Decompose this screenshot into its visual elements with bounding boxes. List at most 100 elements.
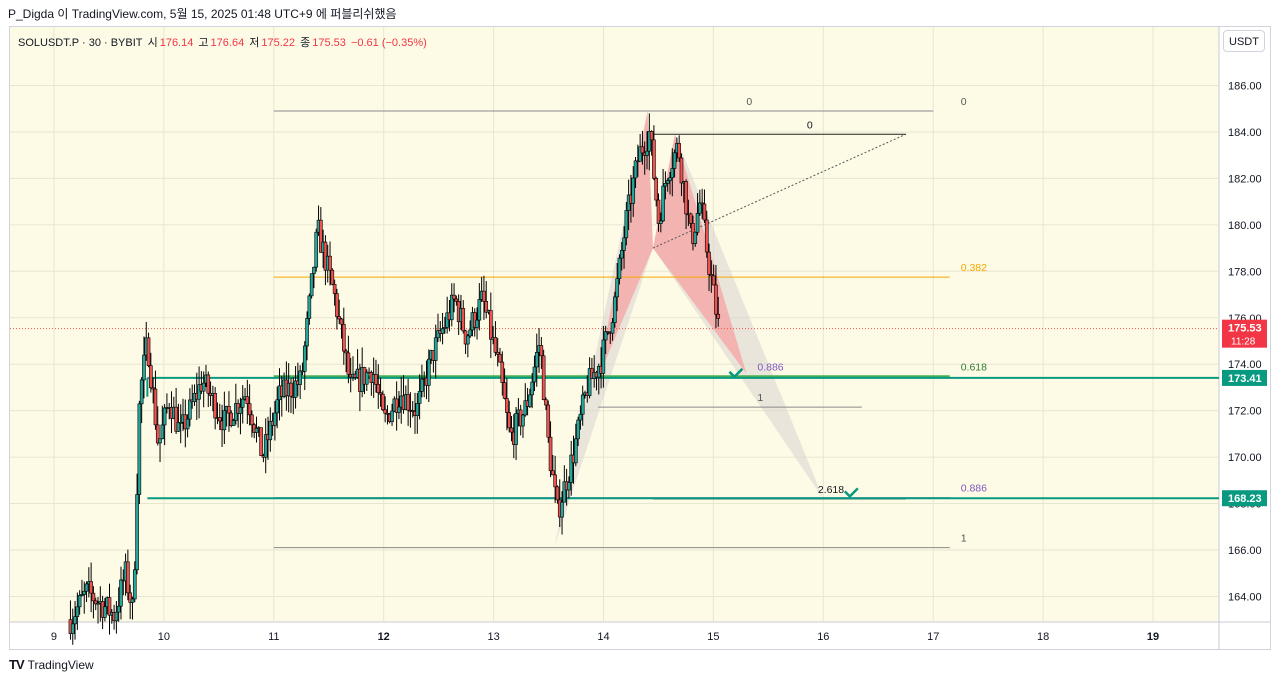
candle-body (77, 595, 82, 608)
checkmark-icon (843, 487, 859, 499)
candle-body (622, 237, 626, 251)
x-tick-label: 10 (158, 631, 170, 643)
candle-body (672, 152, 677, 169)
x-tick-label: 15 (707, 631, 719, 643)
candle-body (709, 274, 714, 277)
candle-body (461, 308, 466, 332)
candle-body (201, 382, 206, 392)
candle-body (534, 352, 539, 368)
x-tick-label: 16 (817, 631, 829, 643)
candle-body (679, 157, 684, 184)
candle-body (656, 199, 661, 224)
candle-body (344, 350, 348, 354)
candle-body (663, 183, 668, 187)
price-tag-background (1222, 490, 1267, 507)
y-tick-label: 180.00 (1228, 220, 1262, 232)
candle-body (346, 352, 351, 375)
fib-level-label: 0.886 (961, 483, 987, 495)
candle-body (188, 399, 192, 420)
candle-body (245, 396, 250, 404)
high-label: 고 (198, 37, 209, 49)
candle-body (509, 427, 514, 433)
candle-body (426, 358, 431, 386)
candle-body (275, 399, 279, 414)
x-tick-label: 11 (268, 631, 279, 643)
x-tick-label: 19 (1147, 631, 1159, 643)
candle-body (390, 410, 394, 423)
candle-body (158, 438, 162, 444)
tradingview-logo[interactable]: TV TradingView (9, 657, 94, 672)
candle-body (562, 481, 567, 503)
candle-body (514, 413, 518, 445)
candle-body (445, 312, 449, 328)
candle-body (146, 337, 151, 367)
candle-body (617, 257, 622, 279)
candle-body (231, 420, 236, 426)
price-tag-background (1222, 369, 1267, 386)
candle-body (96, 602, 100, 605)
candle-body (420, 378, 424, 392)
candle-body (91, 592, 96, 602)
candle-body (684, 181, 688, 215)
candle-body (335, 293, 339, 317)
candle-body (330, 269, 335, 285)
candle-body (293, 380, 298, 398)
candle-body (153, 388, 158, 426)
fib-level-label: 0 (807, 119, 813, 131)
candle-body (551, 470, 555, 476)
candle-body (309, 273, 314, 297)
candle-body (436, 330, 440, 339)
candle-body (649, 131, 654, 141)
candle-body (443, 327, 447, 329)
low-label: 저 (249, 37, 260, 49)
candle-body (555, 486, 560, 501)
candle-body (677, 143, 681, 159)
x-tick-label: 9 (51, 631, 57, 643)
candle-body (227, 405, 231, 414)
candle-body (576, 419, 580, 440)
candle-body (107, 597, 112, 616)
fib-level-label: 2.618 (818, 484, 844, 496)
x-tick-label: 14 (597, 631, 609, 643)
candle-body (80, 594, 84, 596)
candle-body (268, 420, 273, 441)
candle-body (160, 424, 165, 440)
candle-body (659, 220, 663, 224)
candle-body (114, 611, 119, 622)
candle-body (197, 384, 201, 400)
high-value: 176.64 (210, 37, 245, 49)
candle-body (135, 494, 139, 571)
candle-body (493, 337, 498, 353)
low-value: 175.22 (261, 37, 296, 49)
candle-body (495, 352, 500, 355)
candle-body (714, 284, 718, 315)
candle-body (119, 579, 123, 607)
fib-level-label: 1 (757, 392, 763, 404)
candle-body (449, 294, 454, 321)
candle-body (137, 403, 142, 495)
candle-body (415, 403, 420, 416)
price-tag-label: 173.41 (1228, 373, 1262, 385)
candle-body (130, 598, 135, 603)
candle-body (406, 394, 410, 411)
candle-body (132, 569, 137, 600)
close-label: 종 (300, 37, 311, 49)
candle-body (452, 294, 456, 300)
candle-body (84, 583, 89, 592)
candle-body (500, 361, 505, 383)
candle-body (73, 616, 77, 625)
currency-unit-button[interactable]: USDT (1223, 30, 1265, 52)
candle-body (544, 399, 548, 406)
candle-body (601, 339, 606, 374)
y-tick-label: 182.00 (1228, 173, 1262, 185)
candle-body (578, 413, 583, 421)
candle-body (307, 295, 312, 319)
candle-body (640, 146, 645, 154)
candle-body (454, 298, 459, 302)
candle-body (700, 202, 704, 205)
fib-level-label: 0 (746, 96, 752, 108)
y-tick-label: 186.00 (1228, 81, 1262, 93)
candle-body (498, 354, 502, 363)
symbol-name[interactable]: SOLUSDT.P · 30 · BYBIT (18, 37, 143, 49)
